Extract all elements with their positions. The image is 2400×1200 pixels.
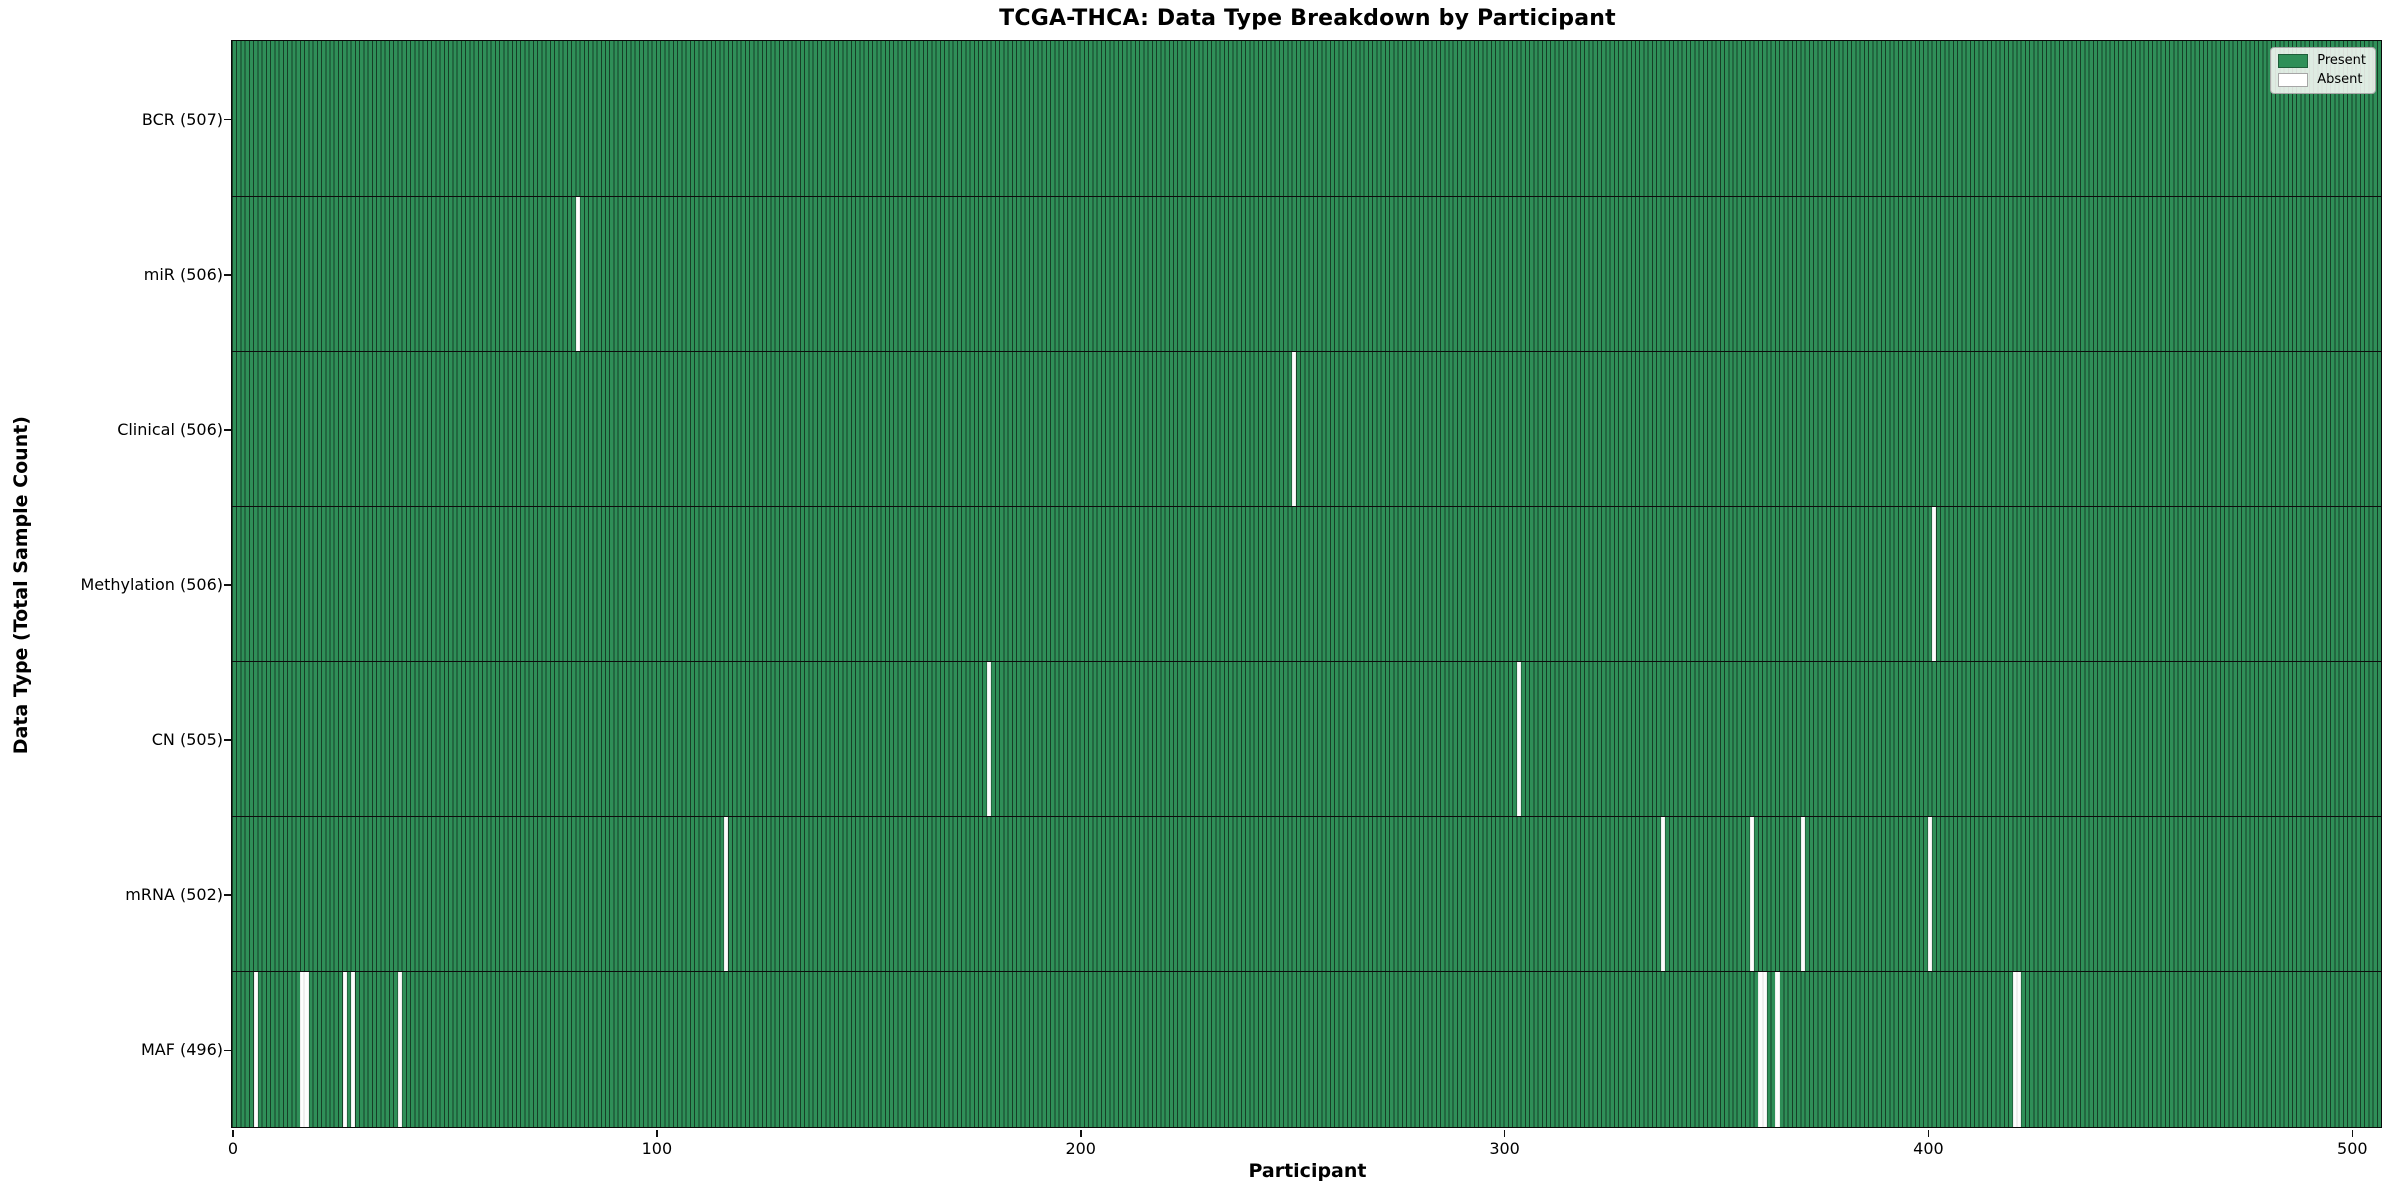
y-tick-mark [224,273,231,276]
row-methylation [232,506,2382,662]
y-tick-label-mrna: mRNA (502) [125,885,223,905]
x-tick-label-500: 500 [2337,1139,2368,1158]
row-clinical [232,351,2382,507]
absent-stripe [1758,972,1763,1128]
row-mrna [232,817,2382,973]
legend-swatch-present [2278,54,2309,68]
x-tick-mark [1503,1129,1506,1137]
absent-stripe [397,972,402,1128]
absent-stripe [1516,661,1521,817]
absent-stripe [1292,351,1297,506]
y-tick-mark [224,894,231,897]
absent-stripe [1932,506,1937,661]
absent-stripe [1749,817,1755,972]
chart-title: TCGA-THCA: Data Type Breakdown by Partic… [999,6,1616,31]
absent-stripe [304,972,309,1128]
absent-stripe [2012,972,2017,1128]
x-tick-mark [232,1129,234,1137]
x-tick-label-100: 100 [641,1139,673,1158]
y-tick-label-bcr: BCR (507) [141,109,223,129]
x-tick-mark [656,1129,658,1137]
x-tick-mark [2351,1129,2354,1137]
y-tick-label-methylation: Methylation (506) [80,575,223,594]
legend-swatch-absent [2278,73,2309,87]
x-tick-label-300: 300 [1489,1139,1520,1158]
row-cn [232,661,2382,818]
row-maf [232,972,2381,1128]
absent-stripe [724,817,729,972]
y-tick-label-maf: MAF (496) [140,1040,223,1060]
x-tick-label-200: 200 [1065,1139,1096,1158]
x-tick-label-0: 0 [227,1139,239,1158]
y-tick-label-clinical: Clinical (506) [117,419,223,439]
absent-stripe [342,972,347,1128]
absent-stripe [575,196,580,351]
absent-stripe [1800,817,1805,972]
row-mir [232,196,2382,352]
x-tick-mark [1079,1129,1082,1137]
absent-stripe [253,972,258,1128]
y-tick-label-mir: miR (506) [143,264,223,284]
y-tick-mark [224,429,231,431]
legend-label: Present [2317,53,2366,68]
row-bcr [232,41,2382,197]
y-tick-mark [224,584,231,586]
absent-stripe [1762,972,1767,1128]
x-axis-label: Participant [1248,1160,1367,1182]
absent-stripe [351,972,356,1128]
legend-label: Absent [2317,72,2363,87]
absent-stripe [1775,972,1780,1128]
y-tick-mark [224,1049,231,1052]
absent-stripe [1660,817,1666,972]
y-tick-label-cn: CN (505) [151,730,223,750]
y-tick-mark [224,739,231,741]
absent-stripe [986,661,992,817]
x-tick-mark [1927,1129,1930,1137]
absent-stripe [2016,972,2022,1128]
legend-item-present: Present [2278,54,2366,68]
legend-item-absent: Absent [2278,73,2366,87]
legend: Present Absent [2270,47,2376,94]
plot-area [231,40,2383,1129]
y-tick-mark [224,118,231,121]
absent-stripe [1927,817,1933,972]
x-tick-label-400: 400 [1913,1139,1944,1158]
absent-stripe [300,972,305,1128]
